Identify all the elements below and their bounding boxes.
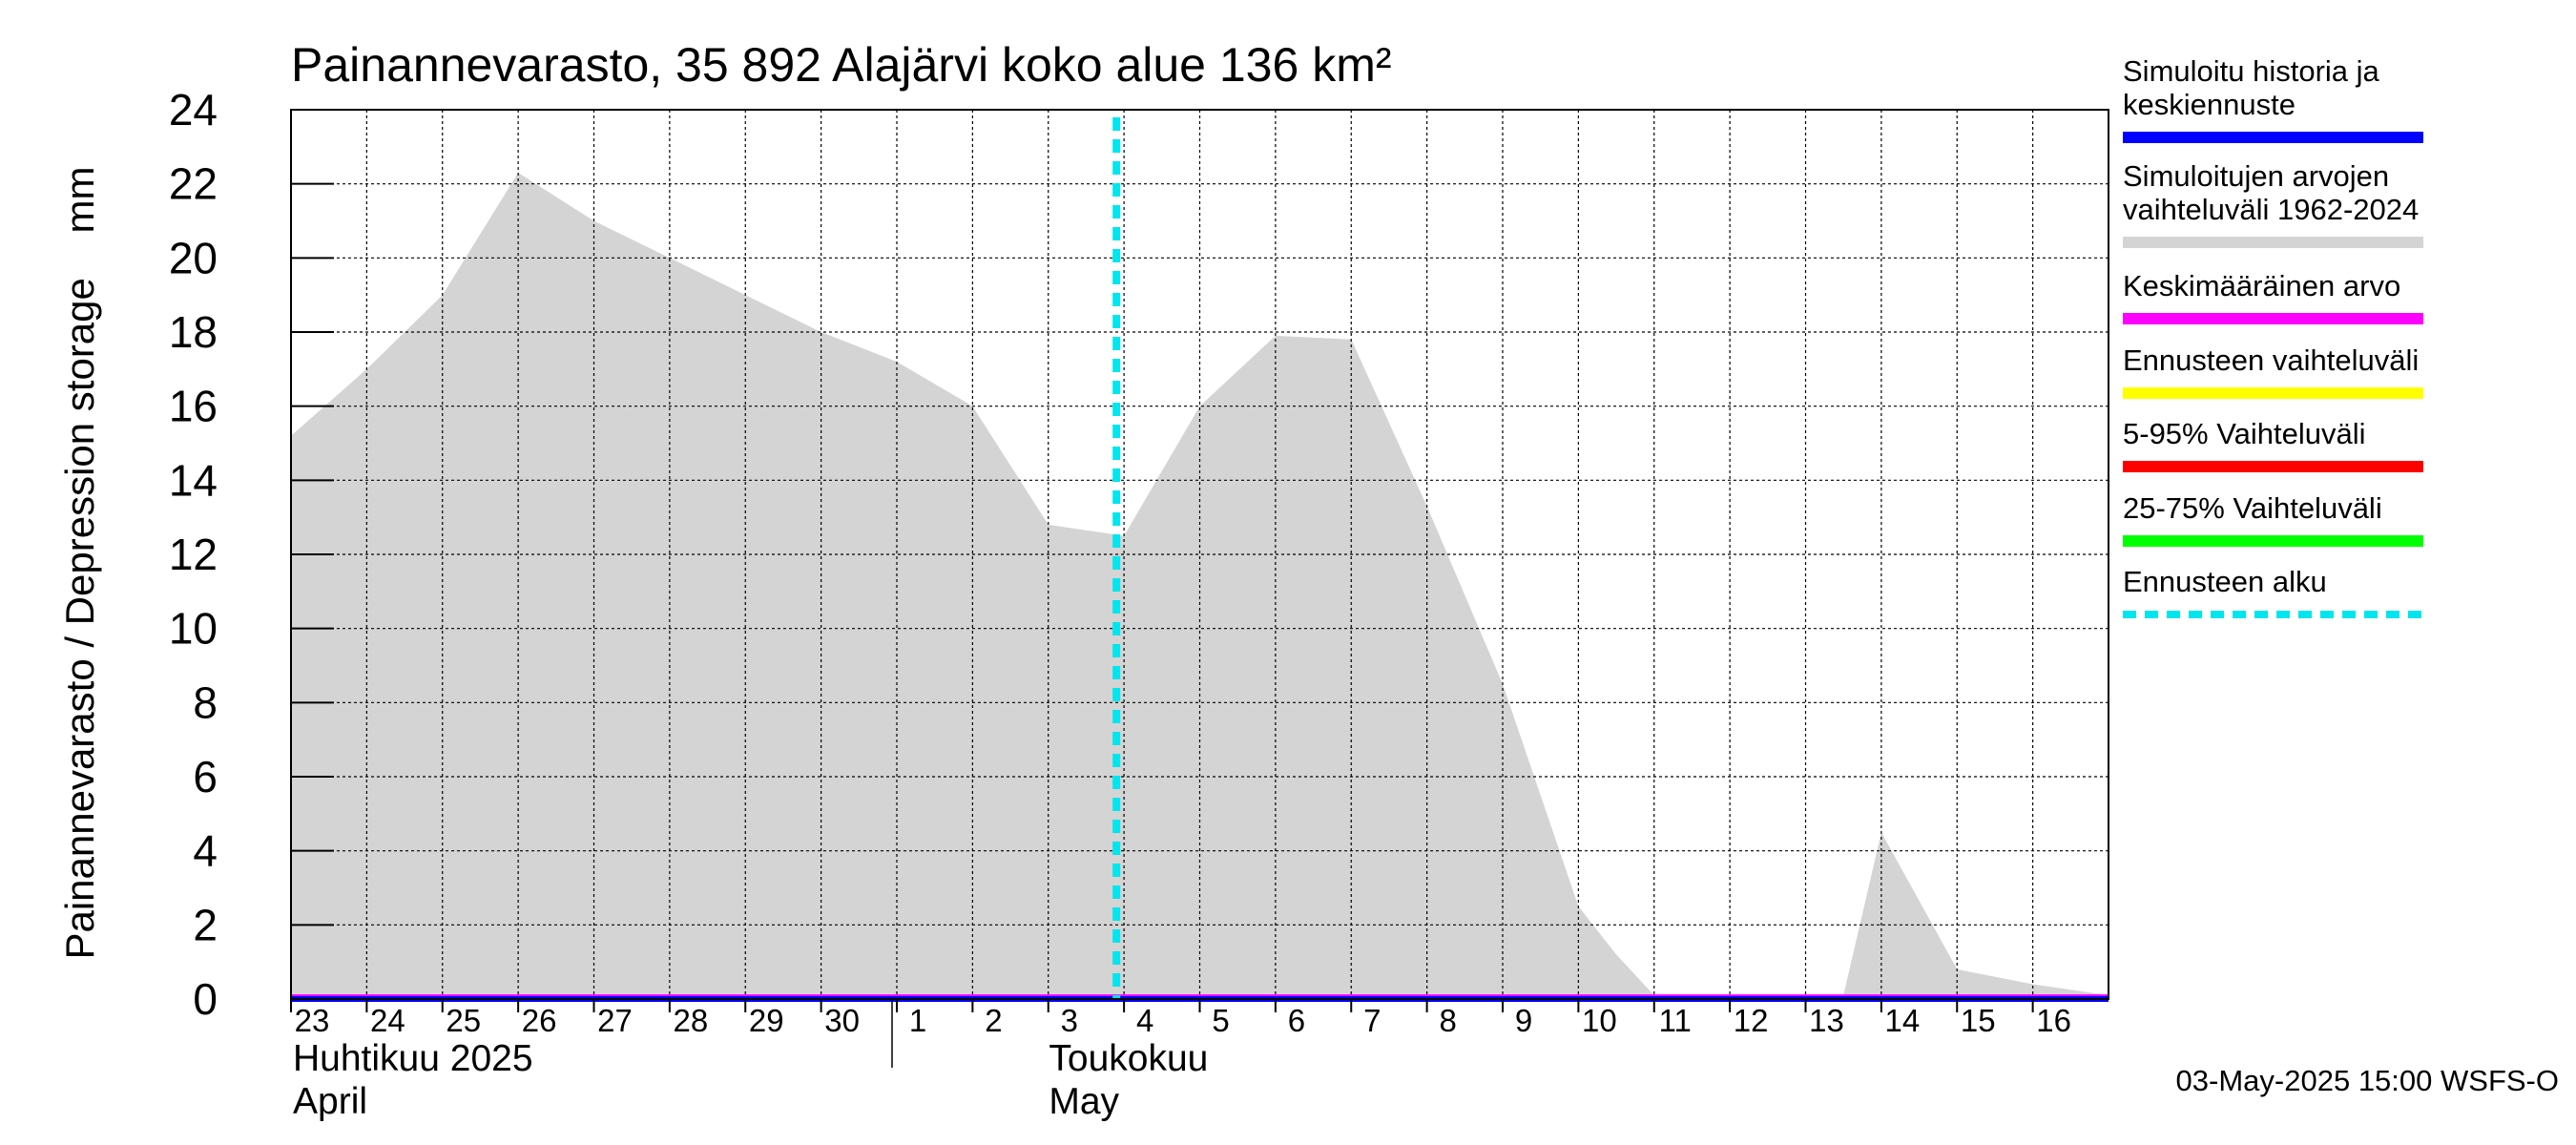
x-tick-label: 26 (522, 1003, 557, 1038)
month-label-fi: Huhtikuu 2025 (293, 1038, 533, 1079)
y-tick-label: 20 (169, 233, 218, 282)
month-label-en: May (1049, 1081, 1119, 1122)
y-tick-label: 22 (169, 159, 218, 209)
legend: Simuloitu historia jakeskiennusteSimuloi… (2123, 54, 2423, 618)
legend-item: 5-95% Vaihteluväli (2123, 417, 2423, 472)
y-tick-label: 4 (193, 826, 218, 876)
y-axis-label: Painannevarasto / Depression storage mm (57, 166, 102, 959)
x-tick-label: 28 (674, 1003, 709, 1038)
x-tick-label: 27 (597, 1003, 633, 1038)
x-tick-label: 6 (1288, 1003, 1305, 1038)
y-tick-label: 18 (169, 307, 218, 357)
y-tick-label: 14 (169, 455, 218, 505)
x-tick-label: 16 (2036, 1003, 2071, 1038)
x-tick-label: 8 (1439, 1003, 1456, 1038)
legend-label: 25-75% Vaihteluväli (2123, 491, 2382, 525)
legend-label: Ennusteen alku (2123, 565, 2327, 598)
y-tick-label: 10 (169, 604, 218, 654)
y-tick-label: 6 (193, 752, 218, 802)
x-tick-label: 9 (1515, 1003, 1532, 1038)
x-tick-label: 14 (1885, 1003, 1921, 1038)
x-tick-label: 10 (1582, 1003, 1617, 1038)
x-tick-label: 23 (295, 1003, 330, 1038)
x-tick-label: 13 (1809, 1003, 1844, 1038)
legend-label: Keskimääräinen arvo (2123, 269, 2400, 302)
legend-item: Ennusteen alku (2123, 565, 2423, 618)
range-band-area (291, 173, 2109, 996)
x-tick-label: 7 (1363, 1003, 1381, 1038)
y-tick-label: 0 (193, 974, 218, 1024)
legend-item: Ennusteen vaihteluväli (2123, 344, 2423, 399)
x-tick-label: 11 (1659, 1003, 1692, 1038)
legend-item: 25-75% Vaihteluväli (2123, 491, 2423, 547)
x-tick-label: 29 (749, 1003, 784, 1038)
y-tick-label: 16 (169, 382, 218, 431)
y-tick-label: 24 (169, 85, 218, 135)
x-tick-label: 4 (1136, 1003, 1153, 1038)
legend-label: Simuloitujen arvojen (2123, 159, 2389, 193)
x-tick-label: 5 (1212, 1003, 1229, 1038)
legend-label: 5-95% Vaihteluväli (2123, 417, 2365, 450)
legend-item: Keskimääräinen arvo (2123, 269, 2423, 324)
month-label-fi: Toukokuu (1049, 1038, 1208, 1079)
x-tick-label: 3 (1061, 1003, 1078, 1038)
x-tick-label: 24 (370, 1003, 405, 1038)
legend-label: keskiennuste (2123, 88, 2296, 121)
month-label-en: April (293, 1081, 367, 1122)
y-tick-label: 8 (193, 677, 218, 727)
x-tick-label: 1 (909, 1003, 926, 1038)
y-tick-label: 12 (169, 530, 218, 579)
footer-timestamp: 03-May-2025 15:00 WSFS-O (2176, 1064, 2559, 1097)
x-tick-label: 2 (985, 1003, 1002, 1038)
x-tick-label: 12 (1734, 1003, 1769, 1038)
x-tick-label: 25 (446, 1003, 481, 1038)
legend-label: vaihteluväli 1962-2024 (2123, 193, 2419, 226)
chart-title: Painannevarasto, 35 892 Alajärvi koko al… (291, 38, 1392, 92)
x-tick-label: 30 (824, 1003, 860, 1038)
legend-label: Ennusteen vaihteluväli (2123, 344, 2419, 377)
y-tick-label: 2 (193, 900, 218, 949)
x-tick-label: 15 (1961, 1003, 1996, 1038)
legend-label: Simuloitu historia ja (2123, 54, 2380, 88)
